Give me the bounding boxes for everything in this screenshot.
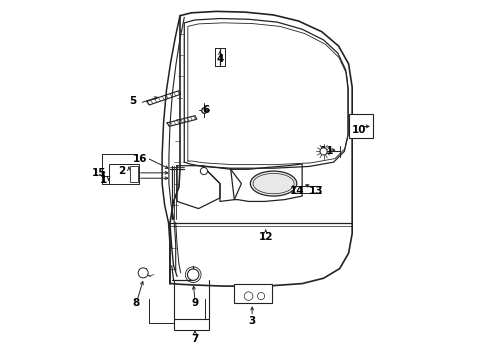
FancyBboxPatch shape (348, 113, 373, 138)
Text: 7: 7 (191, 334, 198, 344)
Text: 11: 11 (320, 147, 334, 157)
Text: 6: 6 (202, 105, 209, 115)
Text: 13: 13 (309, 186, 324, 196)
FancyBboxPatch shape (234, 284, 272, 303)
Text: 12: 12 (259, 232, 274, 242)
Text: 14: 14 (290, 186, 304, 196)
Circle shape (200, 167, 207, 175)
Circle shape (188, 269, 199, 280)
Text: 1: 1 (100, 175, 107, 185)
Text: 9: 9 (192, 298, 198, 308)
Text: 15: 15 (92, 168, 106, 178)
Ellipse shape (250, 171, 297, 196)
Text: 3: 3 (248, 316, 256, 326)
Text: 4: 4 (216, 54, 223, 64)
Text: 2: 2 (118, 166, 125, 176)
Text: 10: 10 (352, 125, 367, 135)
Circle shape (138, 268, 148, 278)
FancyBboxPatch shape (173, 319, 209, 330)
Circle shape (320, 148, 327, 155)
Text: 16: 16 (132, 154, 147, 163)
Text: 8: 8 (132, 298, 140, 308)
Text: 5: 5 (129, 96, 136, 107)
